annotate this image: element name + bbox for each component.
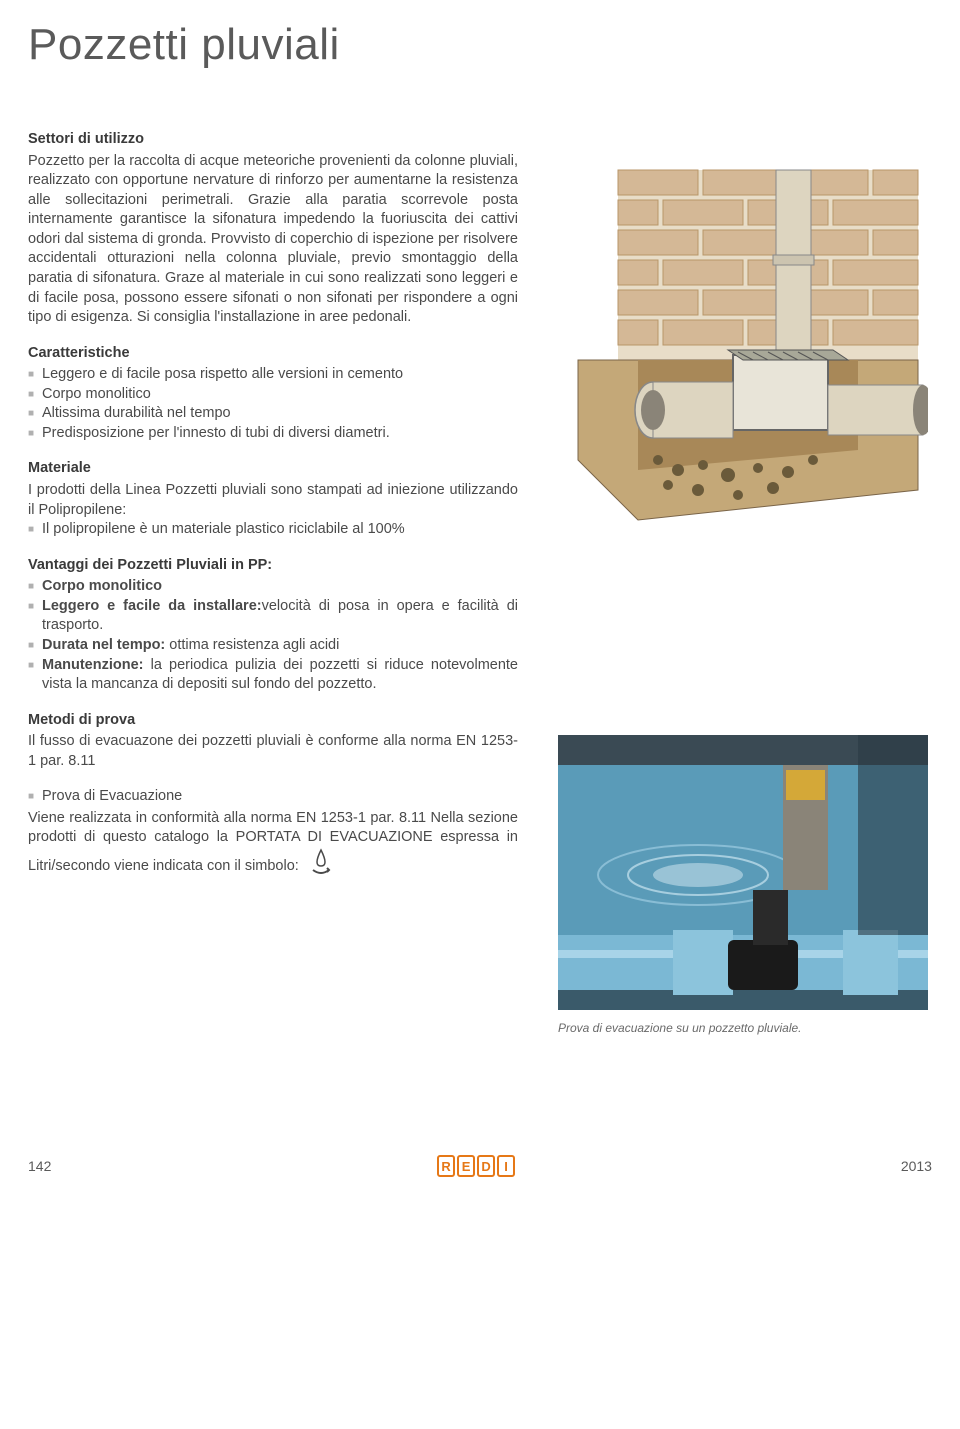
photo-wrap: Prova di evacuazione su un pozzetto pluv… xyxy=(548,735,932,1035)
evacuation-test-photo xyxy=(558,735,928,1010)
redi-logo: R E D I xyxy=(437,1155,515,1177)
materiale-intro: I prodotti della Linea Pozzetti pluviali… xyxy=(28,481,518,520)
vantaggi-list: Corpo monolitico Leggero e facile da ins… xyxy=(28,577,518,694)
vantaggi-heading: Vantaggi dei Pozzetti Pluviali in PP: xyxy=(28,556,518,576)
settori-para: Pozzetto per la raccolta di acque meteor… xyxy=(28,152,518,328)
materiale-heading: Materiale xyxy=(28,459,518,479)
settori-heading: Settori di utilizzo xyxy=(28,130,518,150)
metodi-list: Prova di Evacuazione xyxy=(28,787,518,807)
installation-illustration xyxy=(558,160,928,530)
photo-caption: Prova di evacuazione su un pozzetto pluv… xyxy=(558,1021,932,1035)
logo-letter: R xyxy=(437,1155,455,1177)
caratteristiche-heading: Caratteristiche xyxy=(28,344,518,364)
left-column: Settori di utilizzo Pozzetto per la racc… xyxy=(28,130,518,1035)
page-number: 142 xyxy=(28,1158,51,1174)
drop-icon xyxy=(307,848,335,885)
page-footer: 142 R E D I 2013 xyxy=(28,1155,932,1177)
caratteristiche-list: Leggero e di facile posa rispetto alle v… xyxy=(28,365,518,443)
list-item: Corpo monolitico xyxy=(28,385,518,405)
list-item: Corpo monolitico xyxy=(28,577,518,597)
list-item: Predisposizione per l'innesto di tubi di… xyxy=(28,424,518,444)
list-item: Prova di Evacuazione xyxy=(28,787,518,807)
logo-letter: E xyxy=(457,1155,475,1177)
list-item: Altissima durabilità nel tempo xyxy=(28,404,518,424)
logo-letter: I xyxy=(497,1155,515,1177)
logo-letter: D xyxy=(477,1155,495,1177)
list-item: Il polipropilene è un materiale plastico… xyxy=(28,520,518,540)
metodi-p1: Il fusso di evacuazone dei pozzetti pluv… xyxy=(28,732,518,771)
list-item: Durata nel tempo: ottima resistenza agli… xyxy=(28,636,518,656)
list-item: Leggero e di facile posa rispetto alle v… xyxy=(28,365,518,385)
year: 2013 xyxy=(901,1158,932,1174)
materiale-list: Il polipropilene è un materiale plastico… xyxy=(28,520,518,540)
page-title: Pozzetti pluviali xyxy=(28,20,932,70)
right-column: Prova di evacuazione su un pozzetto pluv… xyxy=(548,130,932,1035)
metodi-heading: Metodi di prova xyxy=(28,711,518,731)
metodi-p2: Viene realizzata in conformità alla norm… xyxy=(28,809,518,885)
list-item: Leggero e facile da installare:velocità … xyxy=(28,597,518,636)
list-item: Manutenzione: la periodica pulizia dei p… xyxy=(28,656,518,695)
